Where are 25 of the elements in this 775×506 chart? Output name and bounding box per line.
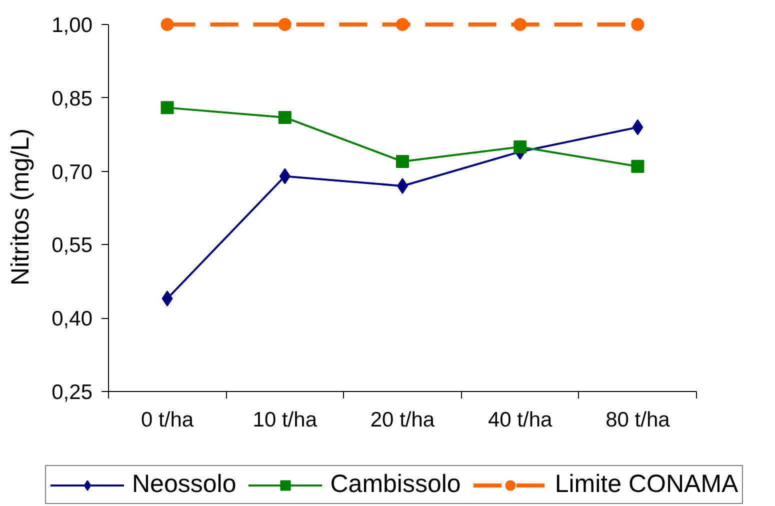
point <box>396 155 409 168</box>
point <box>514 18 527 31</box>
point <box>396 18 409 31</box>
x-tick-label: 20 t/ha <box>370 408 435 432</box>
x-tick-label: 0 t/ha <box>141 408 194 432</box>
point <box>631 18 644 31</box>
y-tick-label: 0,40 <box>52 308 93 331</box>
point <box>160 101 174 114</box>
point <box>278 110 292 124</box>
legend-label: Cambissolo <box>330 470 461 499</box>
legend-label: Neossolo <box>132 470 236 499</box>
point <box>631 160 644 173</box>
y-tick-label: 0,55 <box>52 234 93 258</box>
y-tick-label: 0,70 <box>52 160 93 184</box>
y-tick-label: 0,25 <box>52 381 93 404</box>
x-tick-label: 80 t/ha <box>606 408 670 432</box>
x-tick-label: 40 t/ha <box>488 408 553 432</box>
y-tick-label: 0,85 <box>52 87 93 110</box>
point <box>278 18 292 31</box>
point <box>160 18 174 31</box>
y-tick-label: 1,00 <box>52 14 93 37</box>
legend-label: Limite CONAMA <box>554 470 738 499</box>
x-tick-label: 10 t/ha <box>252 408 318 432</box>
point <box>514 140 527 154</box>
y-axis-title: Nitritos (mg/L) <box>6 128 35 286</box>
